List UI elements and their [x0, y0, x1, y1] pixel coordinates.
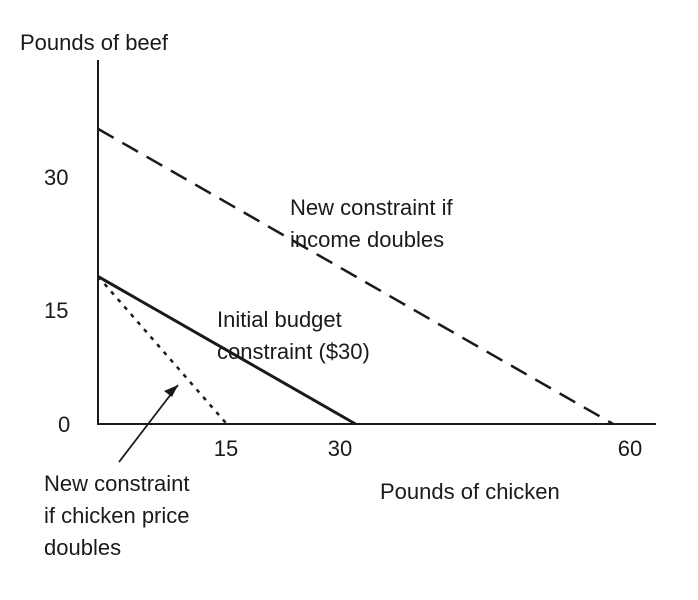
x-tick-label-60: 60 — [618, 436, 642, 461]
y-tick-label-15: 15 — [44, 298, 68, 323]
initial-budget-line — [97, 275, 357, 426]
annotation-arrow-head — [164, 385, 178, 397]
y-tick-label-0: 0 — [58, 412, 70, 437]
income-annotation-line-2: income doubles — [290, 227, 444, 252]
y-axis-title: Pounds of beef — [20, 30, 169, 55]
chicken-price-doubles-line — [97, 275, 228, 425]
income-doubles-line — [97, 127, 614, 426]
chicken-annotation-line-3: doubles — [44, 535, 121, 560]
initial-annotation-line-2: constraint ($30) — [217, 339, 370, 364]
chicken-annotation-line-1: New constraint — [44, 471, 190, 496]
y-tick-label-30: 30 — [44, 165, 68, 190]
income-annotation-line-1: New constraint if — [290, 195, 454, 220]
initial-annotation-line-1: Initial budget — [217, 307, 342, 332]
chicken-annotation-line-2: if chicken price — [44, 503, 190, 528]
x-tick-label-15: 15 — [214, 436, 238, 461]
x-tick-label-30: 30 — [328, 436, 352, 461]
x-axis-title: Pounds of chicken — [380, 479, 560, 504]
annotation-arrow-shaft — [118, 384, 179, 463]
